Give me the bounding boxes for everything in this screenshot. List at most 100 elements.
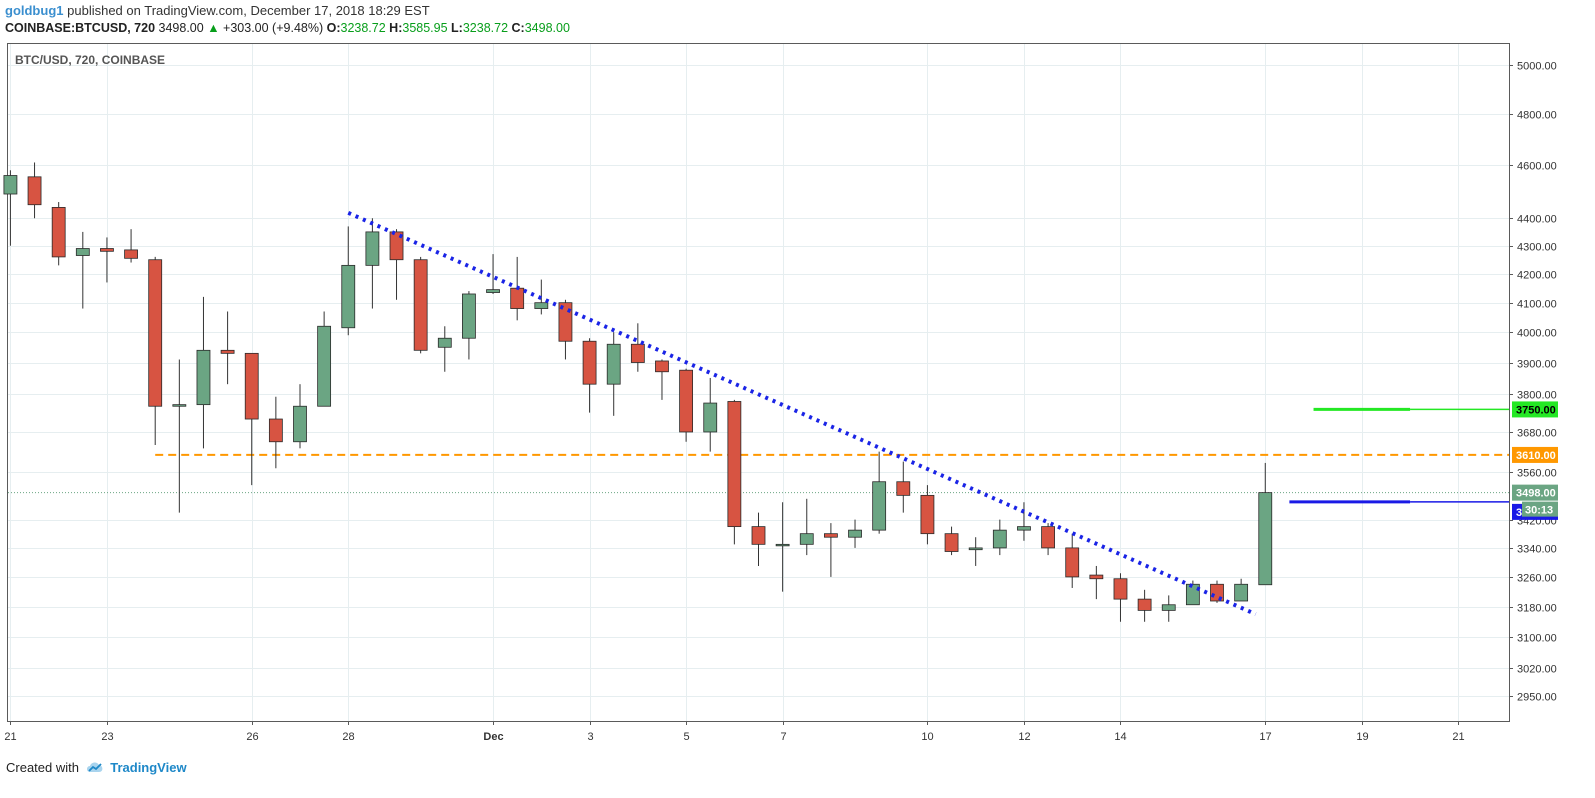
candle-down [630,343,645,363]
candle-down [727,401,742,528]
open-label: O: [326,21,341,35]
candle-up [799,533,814,545]
candle-up [775,543,790,547]
candle-up [1017,526,1031,531]
publish-info: goldbug1 published on TradingView.com, D… [5,3,430,18]
candle-down [1137,598,1152,611]
x-tick-label: 23 [101,731,113,743]
candle-up [3,175,18,195]
candle-down [100,248,114,252]
y-tick-label: 3560.00 [1517,468,1557,480]
footer-credit: Created with TradingView [6,760,187,777]
y-tick-label: 4300.00 [1517,242,1557,254]
grid [8,44,1509,721]
candle-up [606,343,621,385]
countdown-box [1522,501,1558,517]
low-value: 3238.72 [462,21,509,35]
trendline-line [347,210,1257,617]
x-tick-label: 21 [4,731,16,743]
candle-down [27,176,42,206]
candle-down [679,369,694,433]
y-tick-label: 3020.00 [1517,664,1557,676]
x-tick-label: 3 [587,731,593,743]
candle-up [1258,492,1273,586]
last-price-label: 3498.00 [1516,488,1556,500]
open-value: 3238.72 [340,21,386,35]
y-tick-label: 3100.00 [1517,633,1557,645]
resistance-price-label: 3610.00 [1516,450,1556,462]
candle-up [486,289,500,293]
last-price-label-box [1512,484,1558,501]
tradingview-cloud-icon [85,760,105,777]
candle-down [655,360,669,373]
candle-down [582,340,597,385]
x-tick-label: 14 [1114,731,1126,743]
target-price-label: 3750.00 [1516,404,1556,416]
candle-down [413,259,428,351]
candle-down [1089,574,1104,580]
candle-down [124,249,138,259]
time-axis[interactable]: 21 23 26 28 Dec 3 5 7 10 12 14 17 19 21 [4,721,1465,743]
candle-up [365,231,380,266]
y-tick-label: 2950.00 [1517,692,1557,704]
price-change: +303.00 (+9.48%) [223,21,324,35]
candle-up [75,248,90,256]
candles [3,162,1273,622]
candle-down [510,287,525,309]
candle-up [172,404,187,407]
candle-up [968,547,983,551]
candle-down [920,494,935,535]
up-arrow-icon: ▲ [207,21,220,35]
candle-down [896,481,911,496]
candle-down [751,526,766,545]
y-tick-label: 4000.00 [1517,328,1557,340]
candle-up [1234,583,1249,602]
low-label: L: [451,21,463,35]
candle-up [1161,604,1176,611]
x-tick-label: 26 [246,731,258,743]
candle-up [293,405,307,443]
y-tick-label: 4100.00 [1517,299,1557,311]
y-tick-label: 3900.00 [1517,359,1557,371]
price-axis[interactable]: 2950.00 3020.00 3100.00 3180.00 3260.00 3340.… [1509,61,1557,704]
candle-up [703,402,718,433]
publish-text: published on TradingView.com, December 1… [67,3,430,18]
high-label: H: [389,21,403,35]
candle-up [992,529,1007,549]
candle-up [341,264,356,329]
y-tick-label: 3180.00 [1517,603,1557,615]
plot-frame [7,43,1510,722]
x-tick-label: 7 [780,731,786,743]
candle-up [534,302,549,309]
x-tick-label: 12 [1018,731,1030,743]
tradingview-brand[interactable]: TradingView [110,760,187,775]
levels [8,407,1509,504]
candle-down [1041,526,1055,549]
y-tick-label: 3680.00 [1517,428,1557,440]
y-tick-label: 4800.00 [1517,110,1557,122]
resistance-price-label-box [1512,446,1558,463]
candle-down [823,533,838,538]
y-tick-label: 4400.00 [1517,214,1557,226]
candle-down [220,349,235,354]
candle-up [462,293,476,339]
x-tick-label: 19 [1356,731,1368,743]
candle-up [437,337,452,348]
symbol-label: COINBASE:BTCUSD, 720 [5,21,156,35]
candle-up [317,325,332,407]
candle-down [51,207,66,258]
x-tick-label: 10 [921,731,933,743]
candle-up [848,529,862,538]
target-price-label-box [1512,401,1558,418]
candle-up [872,481,887,531]
candle-down [268,418,283,443]
x-tick-label: 28 [342,731,354,743]
author-link[interactable]: goldbug1 [5,3,64,18]
y-tick-label: 3260.00 [1517,573,1557,585]
candle-down [944,533,959,552]
trendline[interactable] [347,210,1257,617]
y-tick-label: 3340.00 [1517,544,1557,556]
candle-down [389,231,404,261]
